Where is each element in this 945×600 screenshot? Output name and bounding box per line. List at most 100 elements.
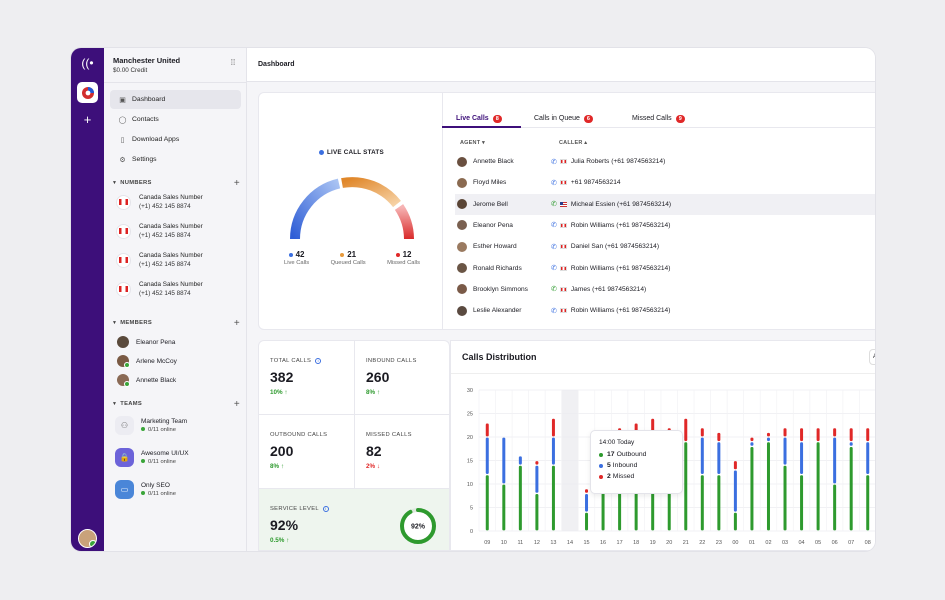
table-row[interactable]: Annette Black ✆ Julia Roberts (+61 9874563… [455, 151, 875, 172]
stat-label: INBOUND CALLS [366, 358, 439, 364]
stat-delta: 2% ↓ [366, 463, 380, 470]
org-credit: $0.00 Credit [113, 67, 148, 74]
numbers-section-header[interactable]: ▼ NUMBERS + [112, 177, 240, 189]
tooltip-label: Inbound [612, 462, 638, 469]
gauge-value: 42 [295, 250, 305, 259]
table-row[interactable]: Leslie Alexander ✆ Robin Williams (+61 987… [455, 300, 875, 321]
tab-missed-calls[interactable]: Missed Calls 9 [632, 111, 685, 126]
bar-inbound [485, 437, 489, 474]
gauge-live-arc [290, 178, 341, 240]
avatar [457, 177, 467, 188]
table-row[interactable]: Ronald Richards ✆ Robin Williams (+61 9874… [455, 258, 875, 279]
user-avatar[interactable] [78, 529, 97, 548]
stat-inbound-calls: INBOUND CALLS 260 8% ↑ [355, 341, 449, 415]
add-number-button[interactable]: + [233, 177, 240, 189]
tab-calls-in-queue[interactable]: Calls in Queue 6 [534, 111, 593, 126]
number-item[interactable]: Canada Sales Number (+1) 452 145 8874 [116, 193, 203, 211]
org-name: Manchester United [113, 56, 181, 65]
add-workspace-button[interactable]: + [83, 112, 92, 127]
member-item[interactable]: Eleanor Pena [117, 336, 175, 348]
distribution-filter-button[interactable]: A [869, 349, 875, 365]
table-row[interactable]: Eleanor Pena ✆ Robin Williams (+61 9874563… [455, 215, 875, 236]
gauge-queued-arc [341, 177, 401, 208]
tab-label: Live Calls [456, 115, 489, 122]
add-member-button[interactable]: + [233, 317, 240, 329]
agent-name: Eleanor Pena [473, 221, 513, 229]
y-tick-label: 25 [467, 412, 473, 418]
team-item[interactable]: 🔒 Awesome UI/UX 0/11 online [115, 448, 189, 467]
sidebar-item-settings[interactable]: ⚙ Settings [110, 150, 241, 169]
number-phone: (+1) 452 145 8874 [139, 290, 191, 297]
table-row[interactable]: Jerome Bell ✆ Micheal Essien (+61 98745632… [455, 193, 875, 215]
team-item[interactable]: ⚇ Marketing Team 0/11 online [115, 416, 187, 435]
legend-dot-icon [599, 452, 603, 457]
caller-cell: ✆ Robin Williams (+61 9874563214) [551, 307, 670, 315]
caller-column-header[interactable]: CALLER ▴ [559, 140, 588, 146]
member-name: Annette Black [136, 376, 177, 384]
info-icon[interactable]: i [322, 506, 329, 512]
people-icon: ⚇ [115, 416, 134, 435]
sidebar-item-dashboard[interactable]: ▣ Dashboard [110, 90, 241, 109]
caller-name: Robin Williams (+61 9874563214) [570, 264, 671, 272]
bar-outbound [502, 484, 506, 531]
agent-cell: Ronald Richards [455, 263, 551, 273]
stats-card: TOTAL CALLS i 382 10% ↑ INBOUND CALLS 260 8% ↑… [258, 340, 450, 551]
bar-missed [750, 437, 754, 442]
service-level-ring-label: 92% [411, 524, 426, 531]
agent-cell: Leslie Alexander [455, 305, 551, 316]
avatar [457, 241, 467, 252]
caller-name: +61 9874563214 [570, 179, 621, 187]
agent-column-header[interactable]: AGENT ▾ [460, 140, 485, 146]
legend-dot-icon [599, 474, 603, 479]
info-icon[interactable]: i [315, 358, 322, 364]
x-tick-label: 06 [832, 540, 838, 546]
caller-header-label: CALLER [559, 140, 583, 146]
stat-value: 200 [270, 443, 294, 459]
x-tick-label: 20 [666, 540, 672, 546]
team-text: Marketing Team 0/11 online [141, 417, 187, 435]
incoming-call-icon: ✆ [551, 307, 557, 315]
x-tick-label: 18 [633, 540, 639, 546]
outgoing-call-icon: ✆ [551, 286, 557, 294]
number-name: Canada Sales Number [139, 223, 203, 230]
table-row[interactable]: Brooklyn Simmons ✆ James (+61 9874563214) [455, 279, 875, 300]
table-row[interactable]: Floyd Miles ✆ +61 9874563214 [455, 172, 875, 193]
stat-label-text: TOTAL CALLS [270, 358, 312, 364]
stat-value: 260 [366, 369, 390, 385]
x-tick-label: 01 [749, 540, 755, 546]
bar-inbound [800, 442, 804, 474]
tab-live-calls[interactable]: Live Calls 8 [456, 111, 502, 126]
canada-flag-icon [559, 244, 567, 250]
x-tick-label: 21 [683, 540, 689, 546]
gauge-title-text: LIVE CALL STATS [327, 149, 384, 156]
table-row[interactable]: Esther Howard ✆ Daniel San (+61 9874563214… [455, 236, 875, 257]
number-item[interactable]: Canada Sales Number (+1) 452 145 8874 [116, 280, 203, 298]
distribution-title: Calls Distribution [462, 352, 537, 362]
gauge-label: Live Calls [284, 260, 310, 266]
x-tick-label: 10 [501, 540, 507, 546]
number-item[interactable]: Canada Sales Number (+1) 452 145 8874 [116, 251, 203, 269]
members-section-header[interactable]: ▼ MEMBERS + [112, 317, 240, 329]
tab-count-badge: 6 [583, 114, 593, 123]
sidebar-item-contacts[interactable]: ◯ Contacts [110, 110, 241, 129]
add-team-button[interactable]: + [233, 398, 240, 410]
gauge-legend: 42 Live Calls 21 Queued Calls 12 Missed Calls [284, 250, 420, 266]
avatar [457, 220, 467, 231]
bar-outbound [684, 442, 688, 531]
bar-inbound [783, 437, 787, 465]
teams-section-label: TEAMS [120, 401, 143, 407]
workspace-switch-button[interactable] [77, 82, 98, 103]
bar-missed [733, 461, 737, 470]
number-phone: (+1) 452 145 8874 [139, 232, 191, 239]
x-tick-label: 17 [617, 540, 623, 546]
member-item[interactable]: Arlene McCoy [117, 355, 177, 368]
team-item[interactable]: ▭ Only SEO 0/11 online [115, 480, 176, 499]
y-tick-label: 30 [467, 388, 473, 394]
teams-section-header[interactable]: ▼ TEAMS + [112, 398, 240, 410]
number-item[interactable]: Canada Sales Number (+1) 452 145 8874 [116, 222, 203, 240]
member-item[interactable]: Annette Black [117, 374, 177, 387]
chevron-down-icon: ▼ [112, 320, 118, 326]
apps-grid-icon[interactable]: ⁞⁞ [230, 58, 236, 67]
caller-name: James (+61 9874563214) [570, 285, 647, 293]
sidebar-item-download-apps[interactable]: ▯ Download Apps [110, 130, 241, 149]
